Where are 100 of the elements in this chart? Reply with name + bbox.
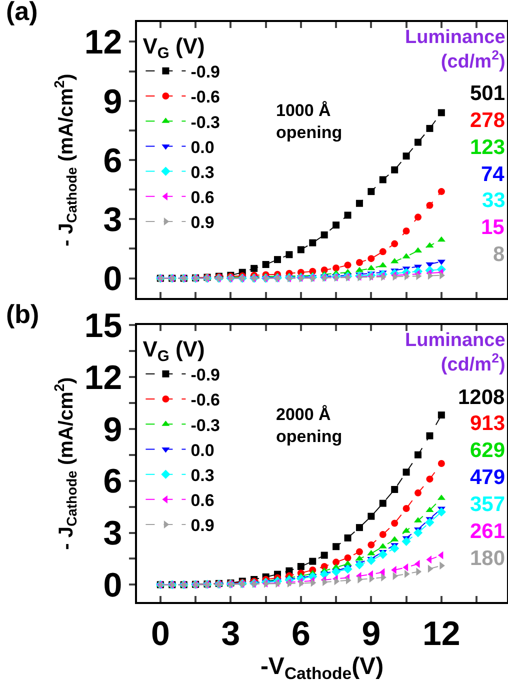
point <box>368 541 375 548</box>
point <box>344 554 352 562</box>
x-tick-label: 12 <box>422 614 460 653</box>
point <box>344 262 352 269</box>
point <box>416 568 422 576</box>
y-tick-label: 12 <box>84 358 122 397</box>
point <box>309 239 316 246</box>
point <box>391 520 398 527</box>
y-tick-label: 9 <box>103 82 122 121</box>
annotation: 180 <box>470 547 506 570</box>
legend-label: -0.6 <box>190 88 220 107</box>
point <box>402 227 410 234</box>
x-tick-label: 0 <box>150 614 170 653</box>
legend-label: 0.9 <box>190 516 214 536</box>
point <box>369 574 375 583</box>
legend-label: -0.9 <box>190 366 220 385</box>
x-tick-label: 3 <box>221 614 240 653</box>
y-tick-label: 0 <box>103 260 122 298</box>
point <box>402 536 411 546</box>
legend-label: 0.3 <box>190 466 214 485</box>
point <box>320 552 328 559</box>
legend-title: V$_{G}$ (V) <box>142 336 205 365</box>
y-tick-label: 6 <box>103 462 122 501</box>
y-tick-label: 3 <box>103 514 122 553</box>
y-tick-label: 9 <box>103 410 122 449</box>
annotation: 1000 Å opening <box>276 101 342 142</box>
point <box>286 251 293 258</box>
chart-title: (b) <box>6 299 40 329</box>
annotation: 123 <box>470 136 506 159</box>
legend-label: 0.6 <box>190 491 214 510</box>
point <box>356 200 363 207</box>
point <box>379 530 386 538</box>
annotation: 629 <box>470 439 506 462</box>
point <box>438 412 445 419</box>
point <box>390 544 400 553</box>
point <box>438 460 445 467</box>
annotation: 501 <box>470 82 506 105</box>
point <box>391 486 398 493</box>
point <box>426 242 434 248</box>
annotation: 8 <box>493 243 505 266</box>
point <box>366 556 376 565</box>
point <box>436 507 446 517</box>
annotation: 15 <box>481 216 505 239</box>
legend-label: -0.3 <box>190 416 220 435</box>
point <box>426 124 434 132</box>
point <box>425 518 434 527</box>
point <box>402 152 410 160</box>
point <box>426 432 434 440</box>
annotation: 479 <box>470 466 506 489</box>
annotation: 74 <box>481 163 505 186</box>
point <box>274 256 282 264</box>
point <box>379 500 386 507</box>
legend-label: 0.6 <box>190 188 214 208</box>
x-tick-label: 9 <box>362 614 381 653</box>
point <box>332 558 340 566</box>
point <box>332 222 340 229</box>
legend-label: 0.9 <box>190 213 214 232</box>
annotation: Luminance (cd/m$^{2}$) <box>405 27 506 73</box>
point <box>414 489 422 496</box>
point <box>368 512 375 520</box>
point <box>344 212 352 219</box>
legend-title: V$_{G}$ (V) <box>142 33 205 62</box>
annotation: 357 <box>470 493 506 516</box>
point <box>344 534 352 542</box>
point <box>402 563 408 572</box>
point <box>356 524 363 532</box>
point <box>356 259 363 266</box>
point <box>334 577 340 586</box>
point <box>309 558 316 565</box>
point <box>414 214 422 221</box>
point <box>428 564 434 573</box>
point <box>414 138 422 146</box>
point <box>428 272 434 280</box>
x-axis-title: -V$_{Cathode}$(V) <box>260 652 384 683</box>
point <box>426 202 434 209</box>
point <box>332 543 340 550</box>
legend-label: -0.3 <box>190 112 220 132</box>
point <box>402 468 410 476</box>
y-tick-label: 6 <box>103 142 122 180</box>
point <box>262 260 270 268</box>
annotation: 261 <box>470 520 506 543</box>
annotation: 33 <box>482 189 506 212</box>
legend-label: -0.9 <box>190 62 220 82</box>
y-tick-label: 0 <box>103 566 122 605</box>
point <box>356 548 363 556</box>
annotation: 913 <box>470 412 506 435</box>
x-tick-label: 6 <box>291 614 310 653</box>
point <box>378 262 387 268</box>
annotation: 278 <box>470 109 506 132</box>
chart-title: (a) <box>6 0 38 26</box>
point <box>437 260 446 266</box>
point <box>426 476 434 483</box>
point <box>391 240 398 248</box>
annotation: 2000 Å opening <box>276 405 342 446</box>
point <box>297 563 304 570</box>
y-tick-label: 3 <box>103 201 122 240</box>
point <box>297 246 304 254</box>
point <box>368 255 375 262</box>
point <box>438 109 445 116</box>
point <box>437 236 446 242</box>
